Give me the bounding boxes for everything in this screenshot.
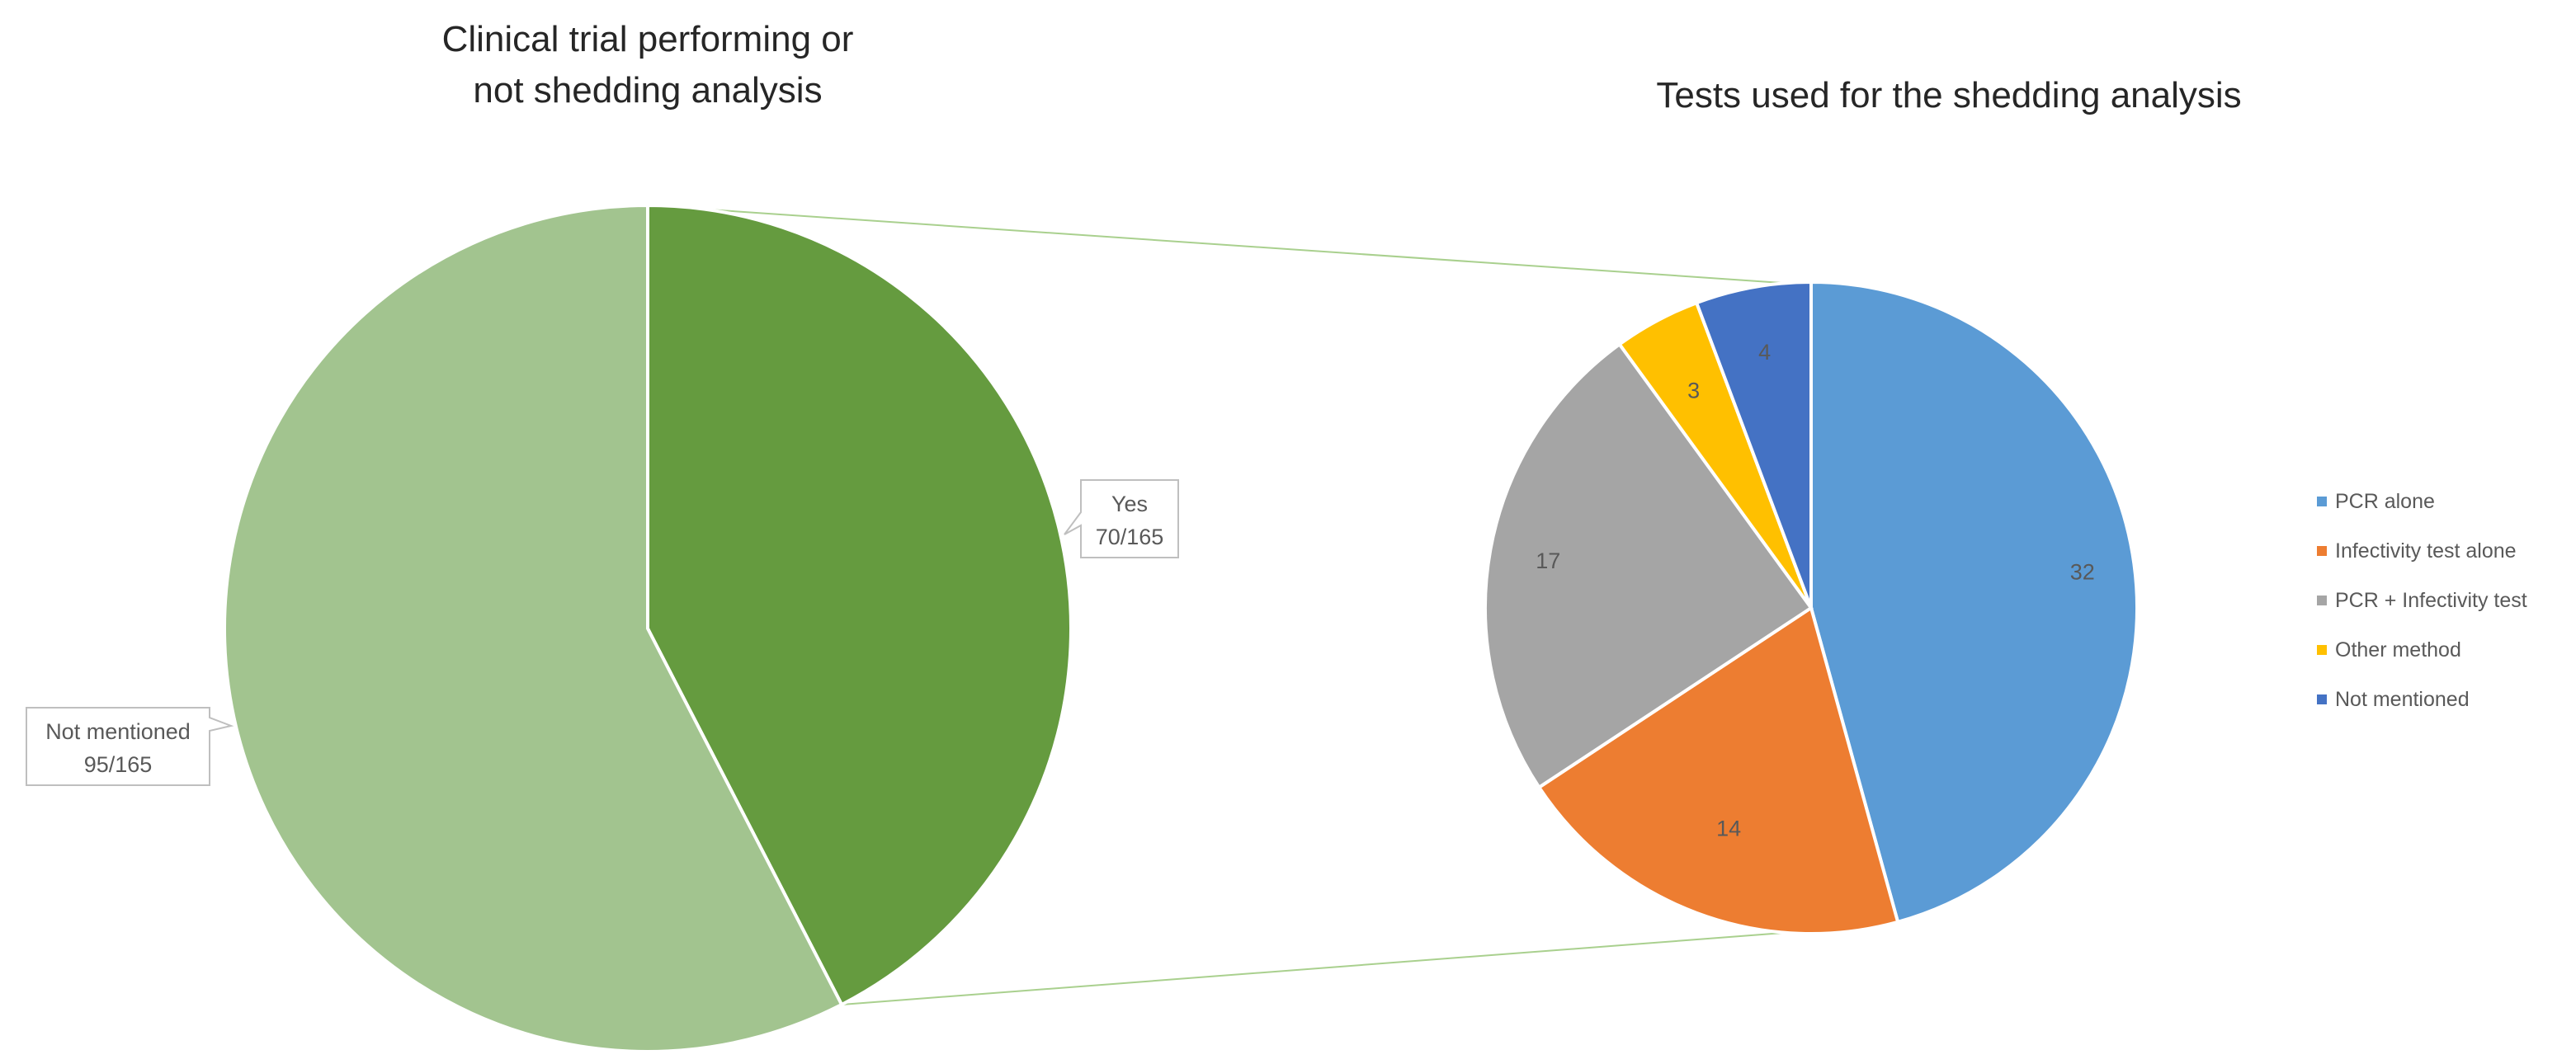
right-slice-pcr-alone	[1809, 280, 2139, 925]
legend-swatch-infectivity-test-alone	[2317, 546, 2327, 556]
left-pie-labels: Yes 70/165 Not mentioned 95/165	[26, 479, 1179, 786]
legend-swatch-other-method	[2317, 645, 2327, 655]
left-pie	[222, 203, 1073, 1053]
right-data-label-not-mentioned: 4	[1758, 340, 1771, 365]
left-slice-yes	[646, 203, 1073, 1007]
legend-swatch-not-mentioned	[2317, 694, 2327, 704]
legend-label-pcr-infectivity-test: PCR + Infectivity test	[2335, 589, 2527, 612]
right-data-label-other-method: 3	[1687, 379, 1700, 403]
legend-swatch-pcr-alone	[2317, 497, 2327, 506]
left-chart-title-line-1: Clinical trial performing or	[442, 19, 854, 59]
connector-line-top	[647, 205, 1795, 285]
left-label-not-mentioned: Not mentioned	[45, 719, 191, 744]
right-slice-not-mentioned	[1694, 280, 1813, 609]
left-value-yes: 70/165	[1096, 525, 1164, 549]
right-data-label-infectivity-test-alone: 14	[1716, 816, 1741, 840]
left-value-not-mentioned: 95/165	[84, 752, 153, 777]
legend: PCR alone Infectivity test alone PCR + Inf…	[2317, 490, 2527, 711]
connector-lines	[647, 205, 1795, 1005]
right-slice-infectivity-test-alone	[1536, 605, 1900, 935]
left-callout-box-yes	[1064, 479, 1179, 558]
left-callout-not-mentioned: Not mentioned 95/165	[26, 707, 234, 786]
right-slice-pcr-infectivity-test	[1484, 341, 1814, 790]
legend-swatch-pcr-infectivity-test	[2317, 596, 2327, 605]
left-callout-box-not-mentioned	[26, 707, 234, 786]
legend-label-not-mentioned: Not mentioned	[2335, 688, 2470, 711]
left-slice-not-mentioned	[222, 203, 844, 1053]
right-pie	[1484, 280, 2139, 935]
right-data-label-pcr-alone: 32	[2070, 560, 2095, 585]
connector-line-bottom	[842, 931, 1795, 1005]
left-label-yes: Yes	[1111, 492, 1148, 516]
right-data-label-pcr-infectivity-test: 17	[1536, 548, 1560, 573]
right-pie-labels: 32 14 17 3 4	[1536, 340, 2095, 840]
legend-label-infectivity-test-alone: Infectivity test alone	[2335, 539, 2517, 563]
left-callout-yes: Yes 70/165	[1064, 479, 1179, 558]
left-chart-title-line-2: not shedding analysis	[473, 70, 822, 111]
right-chart-title: Tests used for the shedding analysis	[1656, 75, 2241, 115]
legend-label-other-method: Other method	[2335, 638, 2461, 661]
legend-label-pcr-alone: PCR alone	[2335, 490, 2435, 513]
